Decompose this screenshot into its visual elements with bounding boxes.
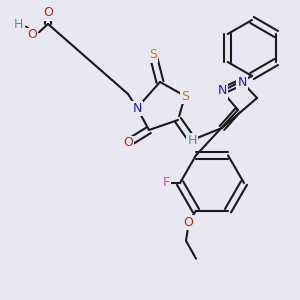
Text: H: H	[187, 134, 197, 146]
Text: F: F	[162, 176, 169, 190]
Text: O: O	[123, 136, 133, 149]
Text: O: O	[27, 28, 37, 41]
Text: O: O	[183, 216, 193, 229]
Text: N: N	[217, 85, 227, 98]
Text: H: H	[13, 17, 23, 31]
Text: S: S	[149, 49, 157, 62]
Text: N: N	[237, 76, 247, 88]
Text: N: N	[132, 101, 142, 115]
Text: O: O	[43, 7, 53, 20]
Text: S: S	[181, 89, 189, 103]
